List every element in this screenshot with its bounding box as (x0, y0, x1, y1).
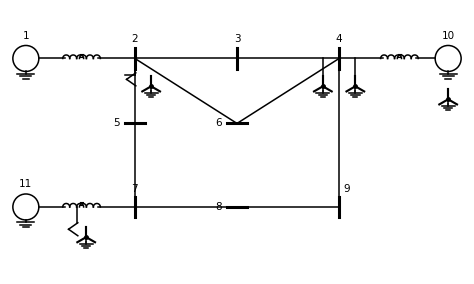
Text: 4: 4 (336, 34, 342, 44)
Text: 10: 10 (442, 31, 455, 41)
Text: 2: 2 (132, 34, 138, 44)
Text: 9: 9 (344, 184, 350, 194)
Text: 3: 3 (234, 34, 240, 44)
Text: 11: 11 (19, 179, 33, 189)
Text: 6: 6 (216, 118, 222, 128)
Text: 7: 7 (132, 184, 138, 194)
Text: 1: 1 (23, 31, 29, 41)
Text: 8: 8 (216, 202, 222, 212)
Text: 5: 5 (113, 118, 120, 128)
